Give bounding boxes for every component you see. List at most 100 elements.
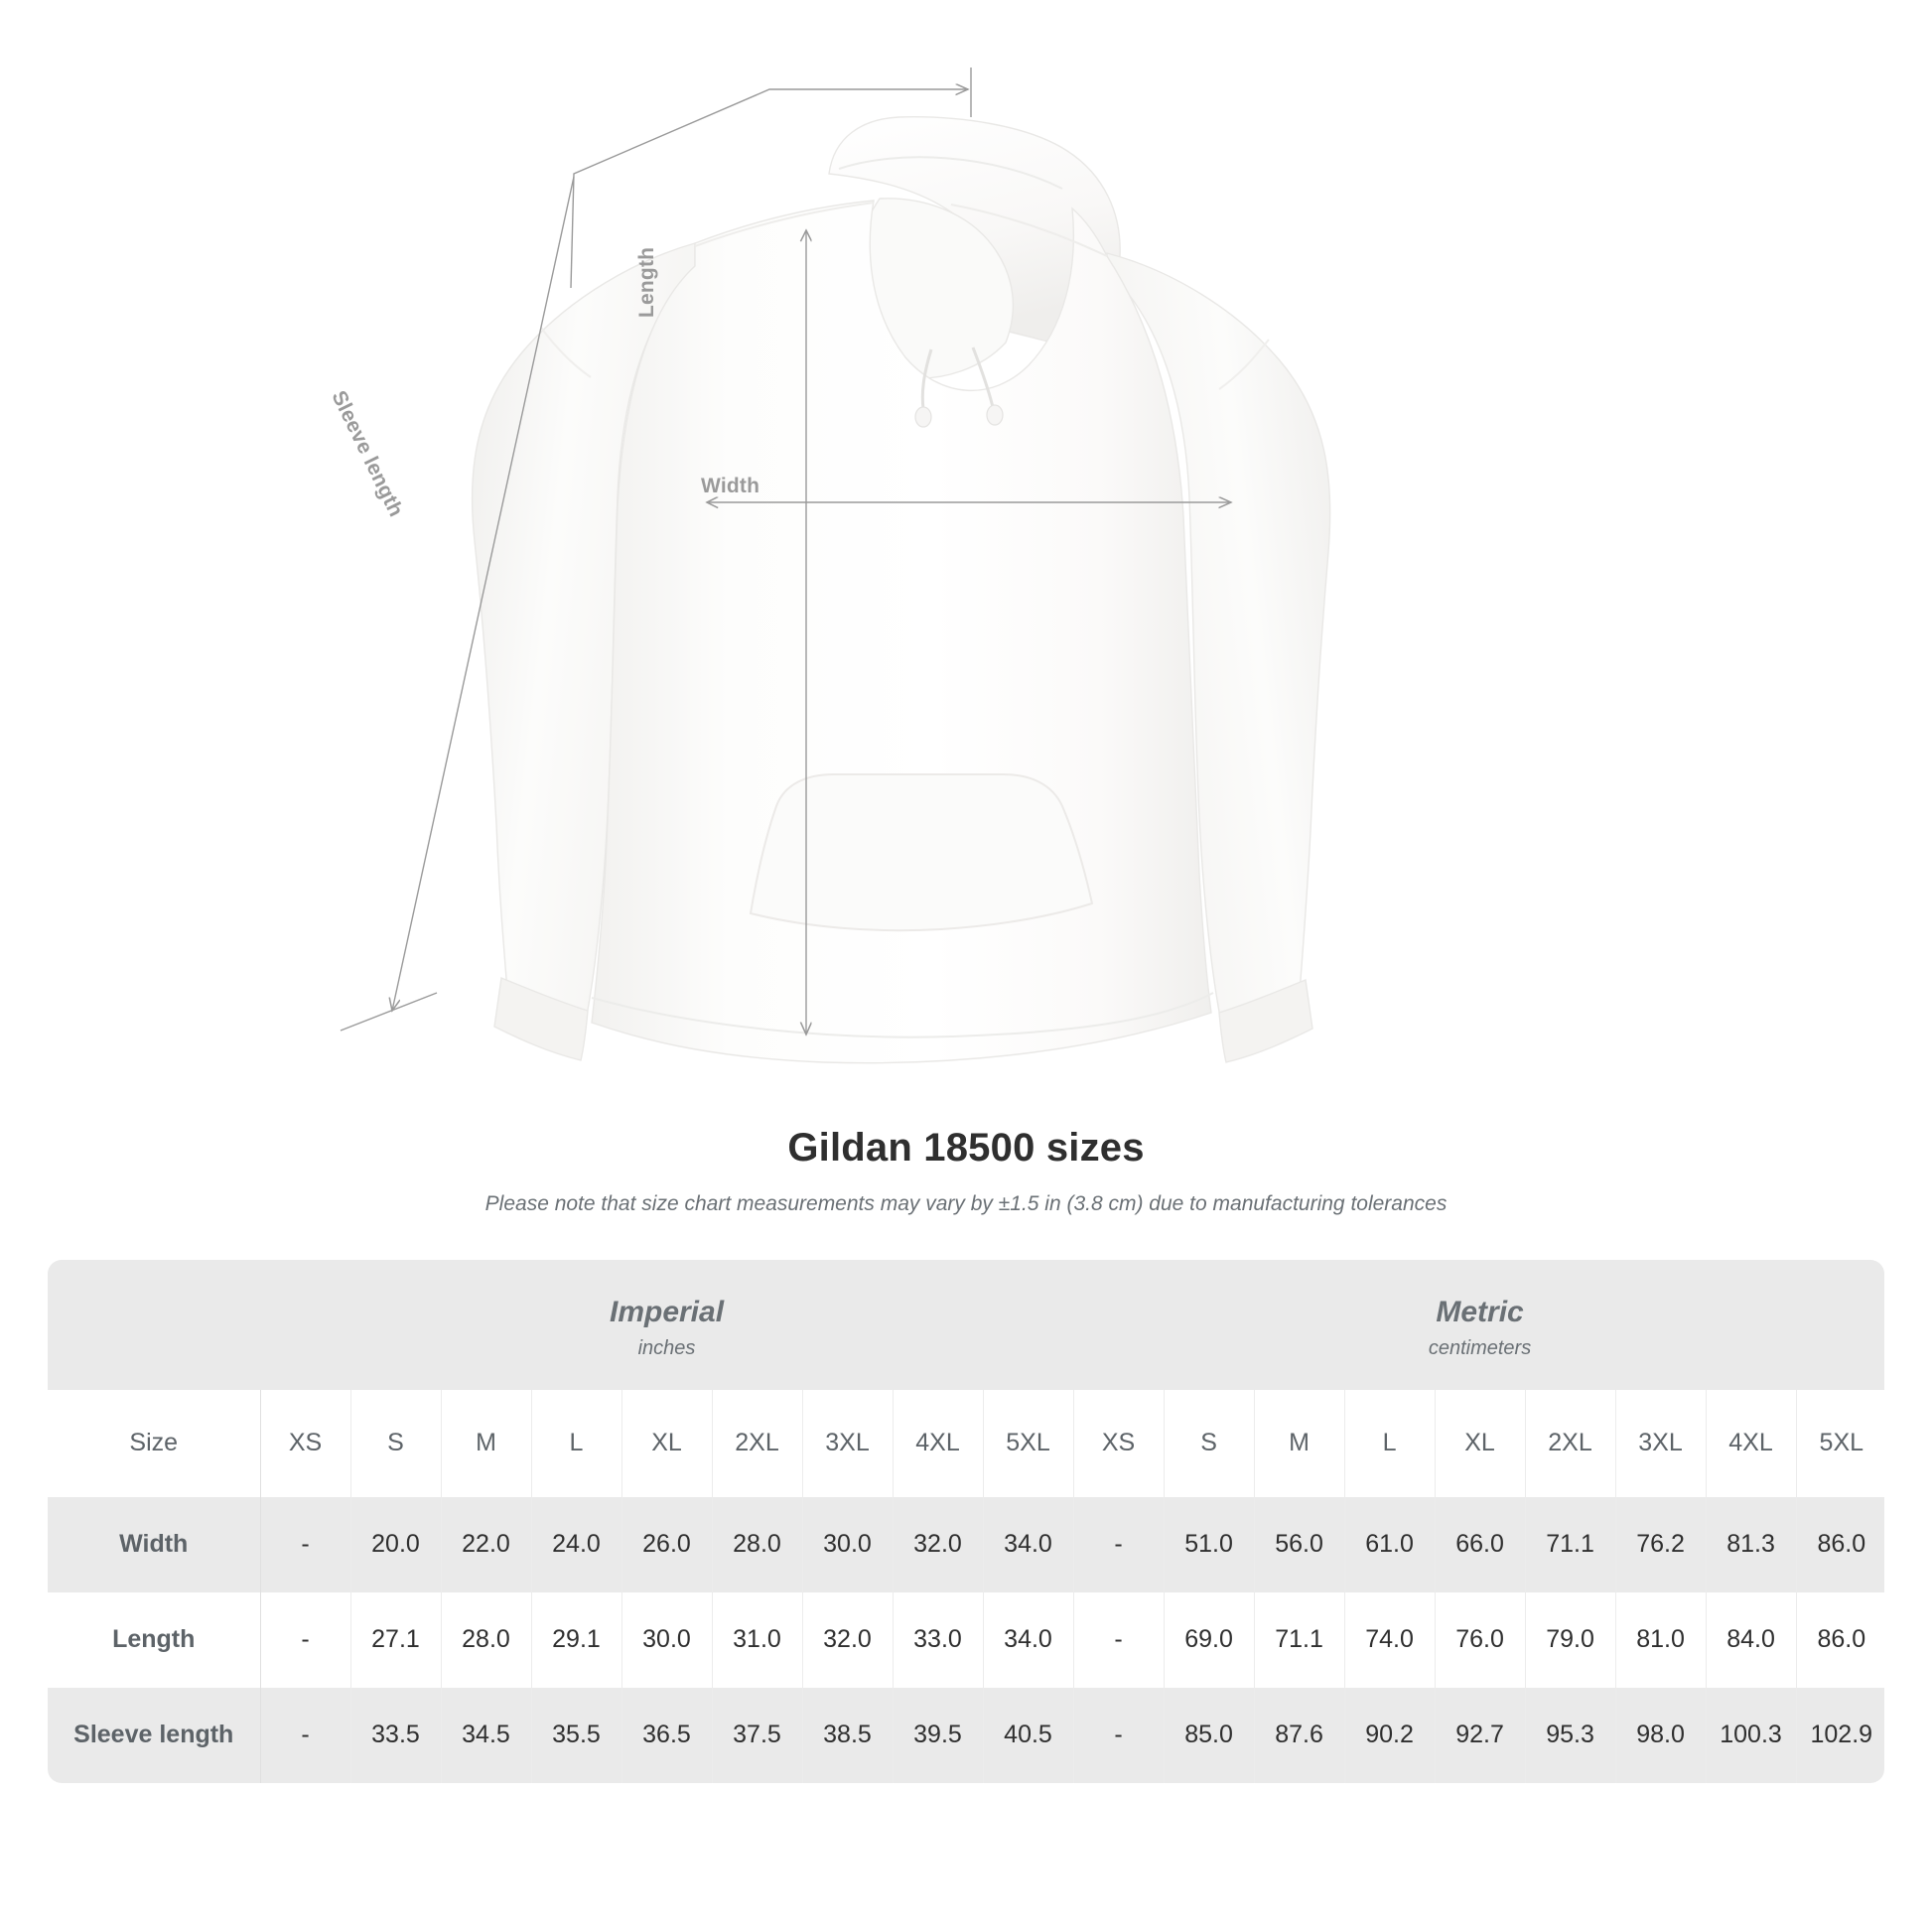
- cell-length-metric-2xl: 79.0: [1525, 1591, 1616, 1688]
- cell-sleeve-imperial-l: 35.5: [531, 1687, 622, 1783]
- cell-sleeve-imperial-3xl: 38.5: [802, 1687, 894, 1783]
- size-header-imperial-xl: XL: [621, 1389, 713, 1497]
- cell-length-imperial-3xl: 32.0: [802, 1591, 894, 1688]
- unit-banner-spacer: [48, 1260, 260, 1390]
- size-header-metric-s: S: [1164, 1389, 1255, 1497]
- cell-length-imperial-s: 27.1: [350, 1591, 442, 1688]
- cell-sleeve-metric-4xl: 100.3: [1706, 1687, 1797, 1783]
- row-label-width: Width: [48, 1496, 261, 1592]
- cell-sleeve-imperial-2xl: 37.5: [712, 1687, 803, 1783]
- size-header-imperial-s: S: [350, 1389, 442, 1497]
- cell-width-imperial-xs: -: [260, 1496, 351, 1592]
- cell-length-imperial-2xl: 31.0: [712, 1591, 803, 1688]
- cell-length-metric-xs: -: [1072, 1591, 1165, 1688]
- cell-width-imperial-2xl: 28.0: [712, 1496, 803, 1592]
- size-header-metric-xl: XL: [1435, 1389, 1526, 1497]
- size-table: Imperial inches Metric centimeters Size …: [48, 1260, 1884, 1783]
- cell-length-imperial-l: 29.1: [531, 1591, 622, 1688]
- cell-width-metric-m: 56.0: [1254, 1496, 1345, 1592]
- cell-length-metric-3xl: 81.0: [1615, 1591, 1707, 1688]
- size-header-imperial-xs: XS: [260, 1389, 351, 1497]
- cell-width-metric-xl: 66.0: [1435, 1496, 1526, 1592]
- cell-width-imperial-3xl: 30.0: [802, 1496, 894, 1592]
- length-dimension-label: Length: [635, 246, 658, 318]
- cell-width-imperial-4xl: 32.0: [893, 1496, 984, 1592]
- cell-length-metric-l: 74.0: [1344, 1591, 1436, 1688]
- tolerance-note: Please note that size chart measurements…: [484, 1192, 1448, 1215]
- cell-sleeve-metric-xl: 92.7: [1435, 1687, 1526, 1783]
- cell-sleeve-imperial-5xl: 40.5: [983, 1687, 1074, 1783]
- cell-sleeve-metric-2xl: 95.3: [1525, 1687, 1616, 1783]
- size-header-metric-l: L: [1344, 1389, 1436, 1497]
- cell-width-imperial-s: 20.0: [350, 1496, 442, 1592]
- cell-sleeve-imperial-m: 34.5: [441, 1687, 532, 1783]
- cell-sleeve-imperial-4xl: 39.5: [893, 1687, 984, 1783]
- cell-width-metric-s: 51.0: [1164, 1496, 1255, 1592]
- cell-length-imperial-m: 28.0: [441, 1591, 532, 1688]
- cell-sleeve-metric-xs: -: [1072, 1687, 1165, 1783]
- size-header-metric-5xl: 5XL: [1796, 1389, 1884, 1497]
- unit-banner-row: Imperial inches Metric centimeters: [48, 1260, 1884, 1390]
- cell-sleeve-metric-5xl: 102.9: [1796, 1687, 1884, 1783]
- size-header-imperial-3xl: 3XL: [802, 1389, 894, 1497]
- size-header-row: Size XS S M L XL 2XL 3XL 4XL 5XL XS S M …: [48, 1389, 1884, 1497]
- metric-sublabel: centimeters: [1428, 1336, 1532, 1359]
- table-row: Length - 27.1 28.0 29.1 30.0 31.0 32.0 3…: [48, 1591, 1884, 1688]
- table-row: Sleeve length - 33.5 34.5 35.5 36.5 37.5…: [48, 1687, 1884, 1783]
- cell-sleeve-metric-s: 85.0: [1164, 1687, 1255, 1783]
- cell-length-imperial-xs: -: [260, 1591, 351, 1688]
- cell-width-metric-l: 61.0: [1344, 1496, 1436, 1592]
- size-header-imperial-l: L: [531, 1389, 622, 1497]
- width-dimension-label: Width: [701, 475, 760, 497]
- hoodie-illustration: [340, 68, 1331, 1064]
- size-header-metric-2xl: 2XL: [1525, 1389, 1616, 1497]
- cell-length-metric-m: 71.1: [1254, 1591, 1345, 1688]
- imperial-label: Imperial: [609, 1296, 725, 1328]
- unit-group-metric: Metric centimeters: [1073, 1260, 1884, 1390]
- cell-sleeve-metric-l: 90.2: [1344, 1687, 1436, 1783]
- cell-width-imperial-l: 24.0: [531, 1496, 622, 1592]
- size-header-imperial-5xl: 5XL: [983, 1389, 1074, 1497]
- sleeve-arrow: [392, 176, 575, 1011]
- cell-sleeve-imperial-s: 33.5: [350, 1687, 442, 1783]
- row-label-sleeve-length: Sleeve length: [48, 1687, 261, 1783]
- garment-diagram: Length Width Sleeve length: [327, 68, 1331, 1064]
- cell-length-metric-5xl: 86.0: [1796, 1591, 1884, 1688]
- size-header-metric-xs: XS: [1072, 1389, 1165, 1497]
- measure-lines: [340, 68, 1231, 1035]
- cell-width-imperial-xl: 26.0: [621, 1496, 713, 1592]
- cell-length-imperial-4xl: 33.0: [893, 1591, 984, 1688]
- hood-leader-line: [570, 89, 968, 289]
- cell-length-metric-s: 69.0: [1164, 1591, 1255, 1688]
- cell-sleeve-imperial-xl: 36.5: [621, 1687, 713, 1783]
- cell-length-imperial-5xl: 34.0: [983, 1591, 1074, 1688]
- cell-length-metric-4xl: 84.0: [1706, 1591, 1797, 1688]
- cell-length-imperial-xl: 30.0: [621, 1591, 713, 1688]
- hoodie-body: [471, 116, 1331, 1064]
- sleeve-tick: [340, 992, 438, 1032]
- size-header-label: Size: [48, 1389, 261, 1497]
- cell-width-metric-2xl: 71.1: [1525, 1496, 1616, 1592]
- cell-width-imperial-m: 22.0: [441, 1496, 532, 1592]
- size-header-metric-m: M: [1254, 1389, 1345, 1497]
- cell-sleeve-imperial-xs: -: [260, 1687, 351, 1783]
- row-label-length: Length: [48, 1591, 261, 1688]
- cell-sleeve-metric-m: 87.6: [1254, 1687, 1345, 1783]
- metric-label: Metric: [1436, 1296, 1524, 1328]
- cell-width-imperial-5xl: 34.0: [983, 1496, 1074, 1592]
- cell-width-metric-3xl: 76.2: [1615, 1496, 1707, 1592]
- title-block: Gildan 18500 sizes Please note that size…: [0, 1126, 1932, 1216]
- cell-width-metric-4xl: 81.3: [1706, 1496, 1797, 1592]
- size-header-imperial-4xl: 4XL: [893, 1389, 984, 1497]
- size-header-imperial-m: M: [441, 1389, 532, 1497]
- size-header-metric-3xl: 3XL: [1615, 1389, 1707, 1497]
- size-table-container: Imperial inches Metric centimeters Size …: [48, 1260, 1884, 1783]
- size-header-metric-4xl: 4XL: [1706, 1389, 1797, 1497]
- unit-group-imperial: Imperial inches: [260, 1260, 1074, 1390]
- size-header-imperial-2xl: 2XL: [712, 1389, 803, 1497]
- table-row: Width - 20.0 22.0 24.0 26.0 28.0 30.0 32…: [48, 1496, 1884, 1592]
- cell-length-metric-xl: 76.0: [1435, 1591, 1526, 1688]
- cell-sleeve-metric-3xl: 98.0: [1615, 1687, 1707, 1783]
- cell-width-metric-xs: -: [1072, 1496, 1165, 1592]
